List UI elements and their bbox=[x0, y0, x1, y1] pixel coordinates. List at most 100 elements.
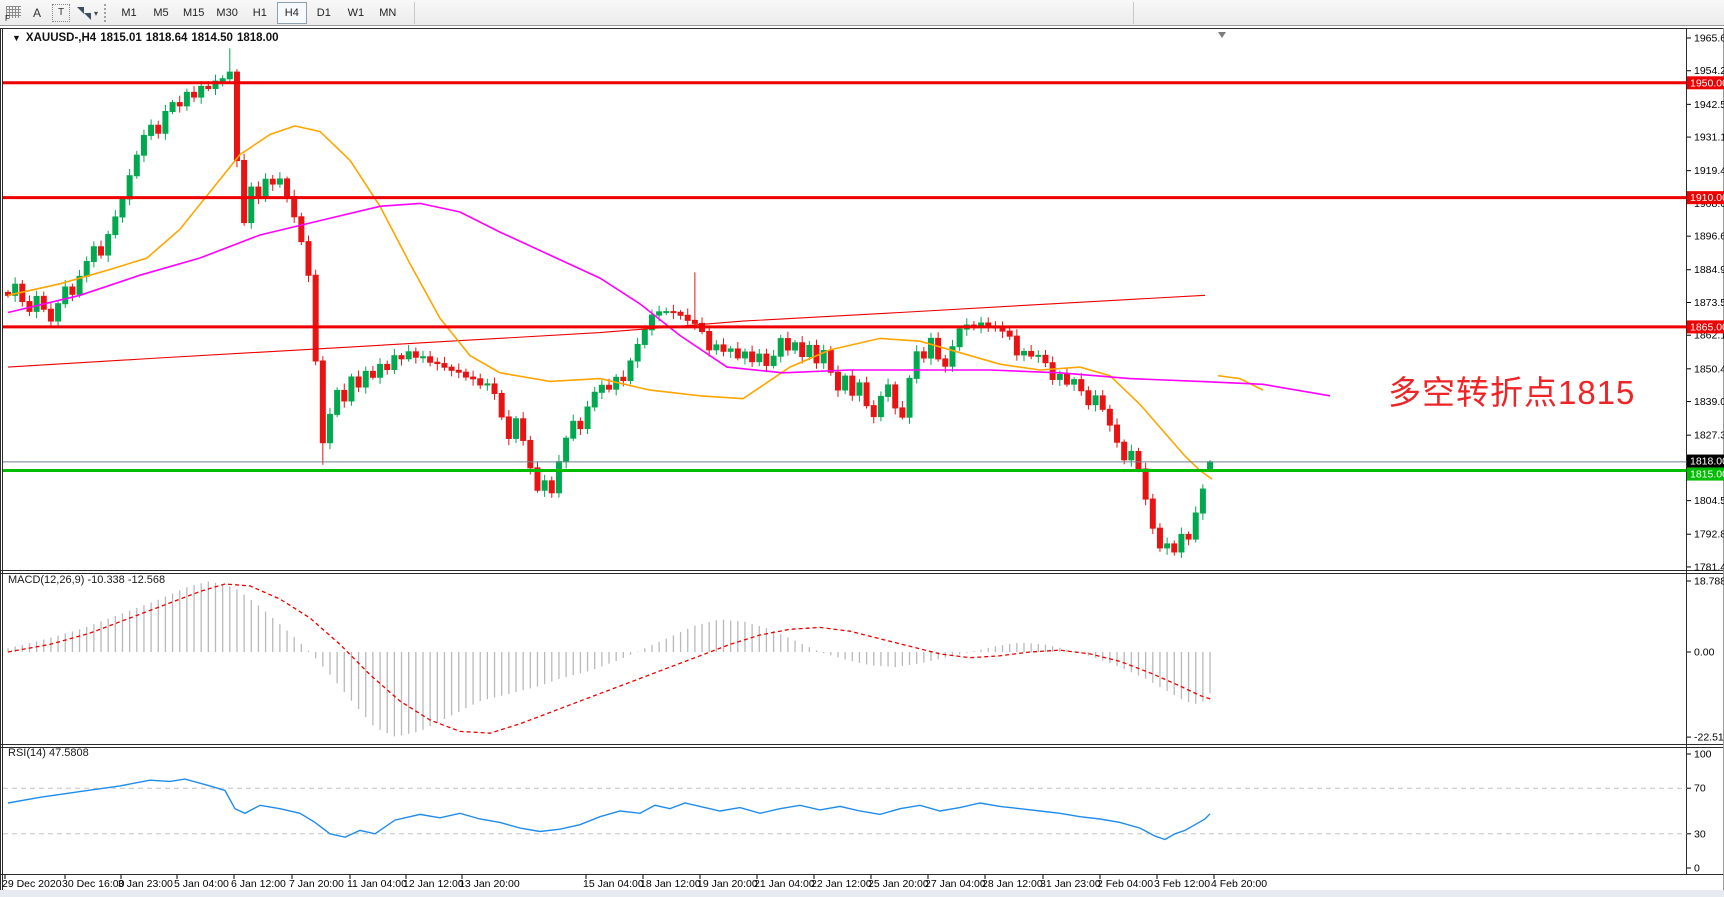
rsi-indicator-label: RSI(14) 47.5808 bbox=[8, 747, 89, 759]
candle bbox=[927, 332, 934, 365]
candle bbox=[169, 99, 176, 115]
svg-text:1865.00: 1865.00 bbox=[1690, 321, 1724, 333]
candle bbox=[727, 345, 734, 358]
date-label: 27 Jan 04:00 bbox=[925, 878, 986, 890]
chart-text-annotation: 多空转折点1815 bbox=[1388, 374, 1636, 411]
candle bbox=[369, 365, 376, 380]
candle bbox=[183, 88, 190, 111]
candle bbox=[906, 375, 913, 424]
candle bbox=[913, 345, 920, 384]
candle bbox=[162, 104, 169, 140]
candle bbox=[1156, 523, 1163, 552]
candle bbox=[419, 350, 426, 363]
timeframe-button-m15[interactable]: M15 bbox=[183, 6, 205, 19]
ma-orange-tail-line bbox=[1217, 374, 1264, 391]
candle bbox=[441, 356, 448, 371]
chart-shift-marker[interactable] bbox=[1218, 32, 1226, 38]
candle bbox=[498, 389, 505, 420]
timeframe-button-mn[interactable]: MN bbox=[379, 6, 397, 19]
cascade-icon[interactable]: ▾ bbox=[73, 6, 98, 20]
macd-pane[interactable] bbox=[7, 581, 1213, 737]
candle bbox=[784, 331, 791, 356]
candle bbox=[684, 308, 691, 326]
candle bbox=[62, 280, 69, 308]
date-label: 4 Feb 20:00 bbox=[1211, 878, 1267, 890]
price-axis[interactable]: 1965.601954.201942.501931.101919.401908.… bbox=[1687, 33, 1724, 574]
toolbar: F A T ▾ M1 M5 M15 M30 H1 H4 D1 W1 MN bbox=[0, 0, 1724, 26]
timeframe-button-m5[interactable]: M5 bbox=[153, 6, 169, 19]
timeframe-button-h4[interactable]: H4 bbox=[276, 1, 307, 24]
price-tick-label: 1884.90 bbox=[1694, 264, 1724, 276]
grid-f-icon[interactable]: F bbox=[5, 5, 21, 23]
candle bbox=[799, 336, 806, 364]
candle bbox=[348, 373, 355, 406]
price-tick-label: 1827.30 bbox=[1694, 430, 1724, 442]
candle bbox=[119, 196, 126, 223]
candle bbox=[326, 407, 333, 450]
price-badge-1910.00: 1910.00 bbox=[1687, 191, 1724, 205]
chart-canvas[interactable]: 1965.601954.201942.501931.101919.401908.… bbox=[0, 28, 1724, 897]
price-tick-label: 1896.60 bbox=[1694, 231, 1724, 243]
rsi-pane[interactable] bbox=[3, 778, 1687, 841]
timeframe-button-m1[interactable]: M1 bbox=[121, 6, 137, 19]
candles-layer[interactable] bbox=[5, 48, 1214, 558]
candle bbox=[1106, 404, 1113, 432]
timeframe-button-h1[interactable]: H1 bbox=[252, 6, 267, 19]
candle bbox=[148, 119, 155, 140]
candle bbox=[792, 340, 799, 355]
candle bbox=[291, 189, 298, 223]
candle bbox=[1114, 418, 1121, 448]
candle bbox=[749, 345, 756, 368]
candle bbox=[69, 283, 76, 302]
rsi-axis-label: 0 bbox=[1694, 863, 1700, 875]
candle bbox=[863, 376, 870, 409]
candle bbox=[176, 95, 183, 113]
candle bbox=[126, 169, 133, 206]
candle bbox=[198, 81, 205, 104]
time-axis[interactable]: 29 Dec 2020 30 Dec 16:003 Jan 23:00 5 Jan … bbox=[2, 875, 1267, 890]
header-high: 1818.64 bbox=[145, 32, 188, 44]
price-tick-label: 1942.50 bbox=[1694, 99, 1724, 111]
price-tick-label: 1781.40 bbox=[1694, 561, 1724, 573]
date-label: 3 Jan 23:00 bbox=[118, 878, 173, 890]
candle bbox=[777, 334, 784, 363]
candle bbox=[98, 240, 105, 259]
candle bbox=[191, 86, 198, 102]
timeframe-button-m30[interactable]: M30 bbox=[216, 6, 238, 19]
candle bbox=[470, 370, 477, 386]
candle bbox=[870, 400, 877, 424]
symbol-label: XAUUSD-,H4 bbox=[25, 32, 97, 44]
candle bbox=[956, 326, 963, 351]
rsi-value: 47.5808 bbox=[48, 747, 89, 759]
candle bbox=[448, 364, 455, 377]
candle bbox=[33, 290, 40, 319]
candle bbox=[949, 339, 956, 372]
toolbar-drag-handle[interactable] bbox=[104, 3, 107, 22]
candle bbox=[885, 378, 892, 402]
candle bbox=[734, 342, 741, 361]
symbol-collapse-icon[interactable]: ▼ bbox=[12, 33, 21, 43]
timeframe-button-w1[interactable]: W1 bbox=[347, 6, 365, 19]
price-badge-1815.00: 1815.00 bbox=[1687, 467, 1724, 481]
candle bbox=[663, 307, 670, 316]
text-object-icon[interactable]: T bbox=[52, 3, 70, 22]
candle bbox=[1028, 345, 1035, 360]
candle bbox=[491, 377, 498, 400]
candle bbox=[462, 368, 469, 381]
ma-orange-line bbox=[7, 125, 1213, 480]
macd-axis: 18.788 0.00 -22.515 bbox=[1687, 576, 1724, 744]
date-label: 12 Jan 12:00 bbox=[403, 878, 464, 890]
font-a-icon[interactable]: A bbox=[32, 5, 41, 20]
horizontal-levels[interactable] bbox=[3, 81, 1687, 472]
candle bbox=[40, 291, 47, 313]
candle bbox=[26, 295, 33, 317]
candle bbox=[527, 435, 534, 475]
candle bbox=[312, 269, 319, 366]
candle bbox=[377, 358, 384, 384]
candle bbox=[1063, 367, 1070, 387]
date-label: 15 Jan 04:00 bbox=[583, 878, 644, 890]
candle bbox=[978, 316, 985, 334]
timeframe-button-d1[interactable]: D1 bbox=[316, 6, 331, 19]
date-label: 19 Jan 20:00 bbox=[697, 878, 758, 890]
candle bbox=[90, 241, 97, 268]
